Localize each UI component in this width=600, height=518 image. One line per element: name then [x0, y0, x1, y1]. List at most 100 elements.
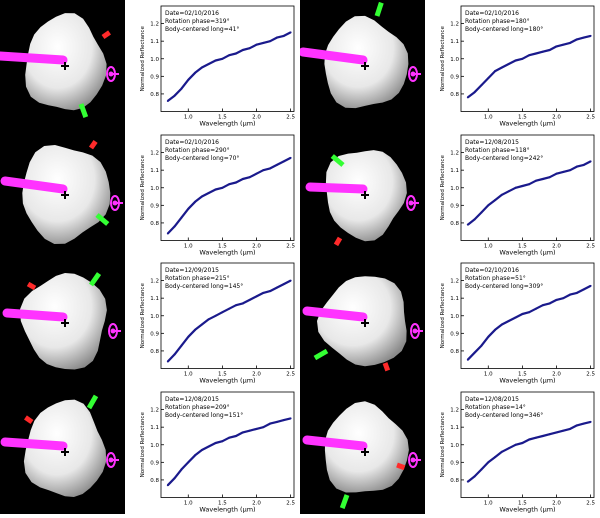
annotation-line: Body-centered long=309°	[465, 283, 543, 290]
spectrum-point	[173, 476, 176, 479]
x-axis-label: Wavelength (µm)	[499, 505, 555, 513]
x-tick-label: 1.5	[218, 115, 227, 121]
spectrum-point	[269, 422, 272, 425]
spectrum-point	[289, 31, 292, 34]
x-axis-label: Wavelength (µm)	[499, 248, 555, 256]
spectrum-chart: 1.0 1.5 2.0 2.5 0.8 0.9 1.0 1.1 1.2 Wavelength (µ…	[425, 257, 600, 386]
spectrum-point	[262, 291, 265, 294]
spectrum-point	[269, 40, 272, 43]
shape-model-image	[300, 257, 425, 386]
spectrum-line	[467, 159, 592, 226]
shape-model-image	[0, 385, 125, 514]
spectrum-chart: 1.0 1.5 2.0 2.5 0.8 0.9 1.0 1.1 1.2 Wavelength (µ…	[125, 0, 300, 129]
spectrum-point	[589, 420, 592, 423]
annotation-line: Body-centered long=151°	[165, 412, 243, 419]
spectrum-point	[248, 298, 251, 301]
spin-axis-tip-icon	[406, 194, 419, 211]
x-tick-label: 2.0	[252, 372, 261, 378]
spectrum-point	[569, 41, 572, 44]
spectrum-point	[562, 429, 565, 432]
shape-model-image	[300, 128, 425, 257]
spectrum-line	[167, 416, 291, 486]
spectrum-point	[535, 307, 538, 310]
spectrum-point	[514, 316, 517, 319]
x-tick-label: 2.5	[586, 500, 595, 506]
spin-axis-tip-icon	[110, 194, 123, 211]
x-tick-label: 2.0	[252, 243, 261, 249]
spectrum-chart: 1.0 1.5 2.0 2.5 0.8 0.9 1.0 1.1 1.2 Wavelength (µ…	[425, 128, 600, 257]
spin-axis-rod	[302, 435, 368, 450]
spectrum-chart: 1.0 1.5 2.0 2.5 0.8 0.9 1.0 1.1 1.2 Wavelength (µ…	[425, 0, 600, 129]
red-axis-marker	[26, 281, 37, 291]
spectrum-point	[187, 78, 190, 81]
spectrum-line	[467, 284, 592, 361]
plus-icon	[361, 319, 369, 327]
spectrum-line	[467, 420, 591, 483]
spectrum-point	[221, 439, 224, 442]
y-tick-label: 0.9	[150, 74, 159, 80]
spectrum-point	[269, 290, 272, 293]
plus-icon	[361, 447, 369, 456]
x-axis-label: Wavelength (µm)	[199, 248, 255, 256]
red-axis-marker	[88, 139, 98, 149]
spectrum-point	[289, 156, 292, 159]
annotation-line: Date=12/08/2015	[165, 396, 219, 403]
x-tick-label: 2.5	[286, 500, 295, 506]
panel-2: 1.0 1.5 2.0 2.5 0.8 0.9 1.0 1.1 1.2 Wavelength (µ…	[298, 0, 600, 129]
spectrum-point	[589, 284, 592, 287]
spectrum-point	[235, 180, 238, 183]
spectrum-point	[555, 298, 558, 301]
spectrum-chart: 1.0 1.5 2.0 2.5 0.8 0.9 1.0 1.1 1.2 Wavelength (µ…	[125, 385, 300, 514]
green-axis-marker	[330, 153, 345, 167]
spin-axis-rod	[2, 308, 68, 322]
spin-axis-tip-icon	[106, 66, 119, 82]
spectrum-line	[467, 34, 591, 99]
spectrum-point	[500, 450, 503, 453]
spectrum-point	[228, 54, 231, 57]
y-tick-label: 1.1	[150, 296, 159, 302]
annotation-line: Body-centered long=145°	[165, 283, 243, 290]
spectrum-point	[507, 320, 510, 323]
spectrum-chart: 1.0 1.5 2.0 2.5 0.8 0.9 1.0 1.1 1.2 Wavelength (µ…	[125, 128, 300, 257]
y-tick-label: 1.0	[450, 57, 459, 63]
plus-icon	[61, 319, 69, 327]
spectrum-point	[582, 422, 585, 425]
spectrum-point	[500, 193, 503, 196]
spin-axis-rod	[0, 176, 68, 193]
x-tick-label: 2.0	[252, 115, 261, 121]
y-axis-label: Normalized Reflectance	[140, 26, 146, 92]
spectrum-point	[221, 57, 224, 60]
spectrum-point	[494, 70, 497, 73]
spectrum-point	[255, 295, 258, 298]
y-tick-label: 1.2	[150, 279, 159, 285]
annotation-line: Rotation phase=319°	[165, 18, 230, 25]
annotation-line: Date=12/08/2015	[465, 139, 519, 146]
panel-5: 1.0 1.5 2.0 2.5 0.8 0.9 1.0 1.1 1.2 Wavelength (µ…	[0, 257, 300, 386]
spectrum-point	[255, 43, 258, 46]
annotation-line: Date=02/10/2016	[465, 10, 519, 17]
x-axis-label: Wavelength (µm)	[199, 505, 255, 513]
green-axis-marker	[339, 493, 350, 509]
y-tick-label: 1.0	[150, 185, 159, 191]
spectrum-point	[275, 420, 278, 423]
spectrum-point	[262, 41, 265, 44]
y-axis-label: Normalized Reflectance	[440, 154, 446, 220]
x-tick-label: 2.5	[286, 243, 295, 249]
panel-8: 1.0 1.5 2.0 2.5 0.8 0.9 1.0 1.1 1.2 Wavelength (µ…	[300, 385, 600, 514]
y-tick-label: 0.8	[450, 92, 459, 98]
x-axis-label: Wavelength (µm)	[499, 377, 555, 385]
spectrum-point	[494, 328, 497, 331]
spectrum-point	[180, 344, 183, 347]
spectrum-point	[235, 304, 238, 307]
spectrum-point	[473, 351, 476, 354]
y-tick-label: 0.8	[150, 477, 159, 483]
spectrum-point	[262, 425, 265, 428]
spectrum-point	[173, 353, 176, 356]
spectrum-point	[535, 179, 538, 182]
annotation-line: Date=12/08/2015	[465, 396, 519, 403]
spectrum-point	[214, 59, 217, 62]
spectrum-point	[555, 45, 558, 48]
green-axis-marker	[95, 212, 110, 226]
spectrum-point	[207, 318, 210, 321]
annotation-line: Date=02/10/2016	[165, 139, 219, 146]
